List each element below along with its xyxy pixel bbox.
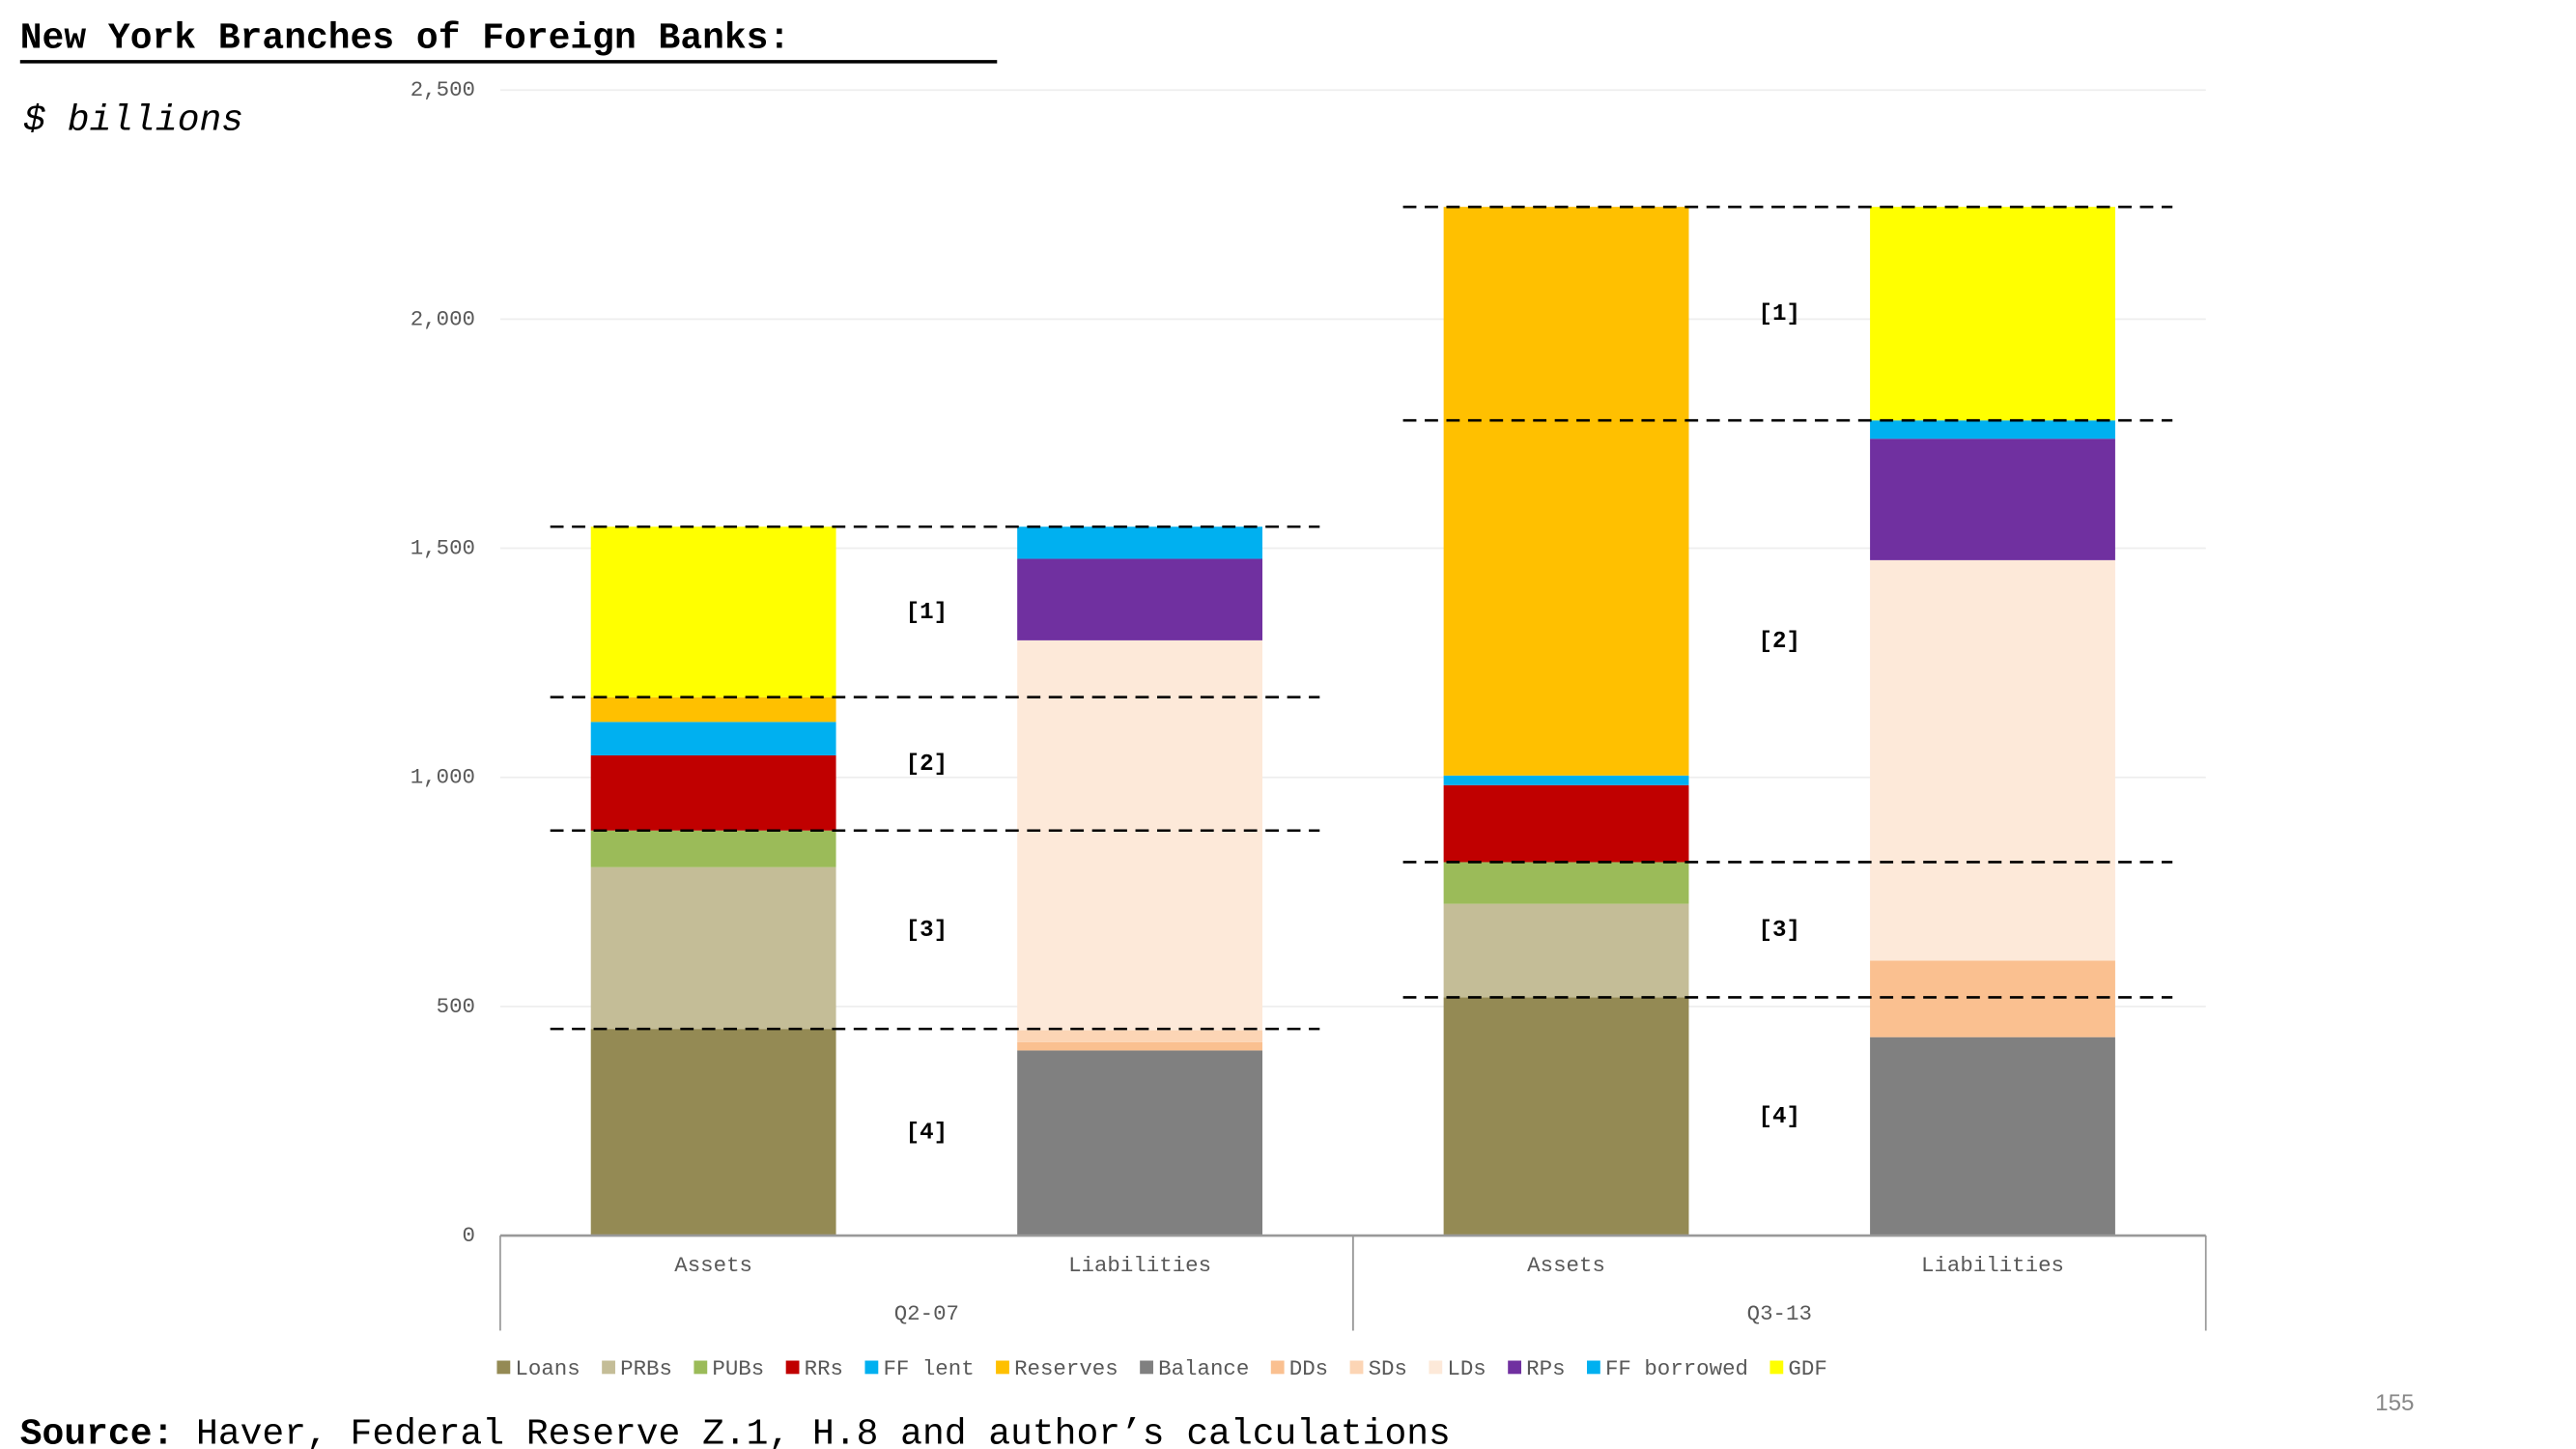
bar-segment bbox=[1017, 526, 1263, 559]
bar-segment bbox=[1443, 997, 1689, 1236]
bar-segment bbox=[1870, 1037, 2115, 1236]
bar-segment bbox=[590, 696, 836, 723]
bar-segment bbox=[1443, 207, 1689, 776]
bar-segment bbox=[590, 1029, 836, 1236]
bar-segment bbox=[1443, 784, 1689, 863]
bar-segment bbox=[1443, 862, 1689, 904]
bar-segment bbox=[1017, 1041, 1263, 1051]
source-text: Haver, Federal Reserve Z.1, H.8 and auth… bbox=[174, 1413, 1451, 1449]
legend-label: RRs bbox=[805, 1356, 843, 1381]
group-label: Q2-07 bbox=[894, 1301, 959, 1326]
page-number: 155 bbox=[2375, 1390, 2414, 1416]
y-tick-label: 1,500 bbox=[410, 535, 475, 560]
bar-segment bbox=[1870, 439, 2115, 560]
subtitle: $ billions bbox=[23, 99, 243, 141]
legend-label: Loans bbox=[515, 1356, 580, 1381]
legend-label: Reserves bbox=[1014, 1356, 1118, 1381]
bar-segment bbox=[590, 830, 836, 867]
bracket-label: [1] bbox=[906, 600, 948, 626]
y-tick-label: 2,000 bbox=[410, 306, 475, 331]
x-tick-label: Assets bbox=[1527, 1253, 1605, 1278]
bar-segment bbox=[590, 722, 836, 755]
legend-swatch bbox=[1429, 1360, 1443, 1375]
legend-swatch bbox=[1769, 1360, 1784, 1375]
bar-segment bbox=[590, 754, 836, 831]
legend-swatch bbox=[996, 1360, 1009, 1375]
bracket-label: [2] bbox=[1759, 629, 1801, 655]
legend-swatch bbox=[1349, 1360, 1364, 1375]
bar-segment bbox=[1017, 1050, 1263, 1236]
y-tick-label: 2,500 bbox=[410, 77, 475, 102]
x-tick-label: Liabilities bbox=[1068, 1253, 1211, 1278]
legend-label: FF borrowed bbox=[1605, 1356, 1748, 1381]
legend-swatch bbox=[864, 1360, 879, 1375]
bar-segment bbox=[1870, 420, 2115, 440]
bar-segment bbox=[1870, 207, 2115, 421]
bracket-label: [1] bbox=[1759, 301, 1801, 327]
group-label: Q3-13 bbox=[1747, 1301, 1812, 1326]
y-tick-label: 500 bbox=[437, 994, 475, 1019]
bracket-label: [4] bbox=[1759, 1104, 1801, 1130]
bar-segment bbox=[590, 867, 836, 1030]
legend-swatch bbox=[1508, 1360, 1522, 1375]
legend-label: RPs bbox=[1526, 1356, 1565, 1381]
legend-swatch bbox=[1270, 1360, 1285, 1375]
bar-segment bbox=[1443, 775, 1689, 785]
bar-segment bbox=[1017, 639, 1263, 1031]
legend-swatch bbox=[1586, 1360, 1600, 1375]
x-tick-label: Assets bbox=[674, 1253, 752, 1278]
legend-swatch bbox=[602, 1360, 615, 1375]
bar-segment bbox=[590, 526, 836, 697]
legend-label: DDs bbox=[1289, 1356, 1328, 1381]
bracket-label: [4] bbox=[906, 1120, 948, 1146]
source: Source: Haver, Federal Reserve Z.1, H.8 … bbox=[20, 1413, 1451, 1449]
legend-label: PUBs bbox=[712, 1356, 764, 1381]
legend-swatch bbox=[785, 1360, 800, 1375]
legend-label: FF lent bbox=[883, 1356, 974, 1381]
bar-segment bbox=[1017, 1030, 1263, 1042]
legend-label: GDF bbox=[1788, 1356, 1826, 1381]
y-tick-label: 1,000 bbox=[410, 765, 475, 790]
bar-segment bbox=[1870, 960, 2115, 1037]
legend-swatch bbox=[694, 1360, 708, 1375]
legend-swatch bbox=[1140, 1360, 1153, 1375]
bracket-label: [3] bbox=[906, 918, 948, 944]
legend-label: Balance bbox=[1158, 1356, 1249, 1381]
bracket-label: [2] bbox=[906, 752, 948, 778]
source-label: Source: bbox=[20, 1413, 174, 1449]
bar-segment bbox=[1870, 559, 2115, 961]
bar-segment bbox=[1017, 558, 1263, 640]
legend-label: LDs bbox=[1447, 1356, 1486, 1381]
chart-title: New York Branches of Foreign Banks: bbox=[20, 18, 790, 60]
legend-swatch bbox=[496, 1360, 511, 1375]
legend-label: PRBs bbox=[620, 1356, 672, 1381]
x-tick-label: Liabilities bbox=[1921, 1253, 2064, 1278]
legend-label: SDs bbox=[1369, 1356, 1407, 1381]
y-tick-label: 0 bbox=[463, 1223, 475, 1248]
bracket-label: [3] bbox=[1759, 918, 1801, 944]
bar-segment bbox=[1443, 903, 1689, 998]
